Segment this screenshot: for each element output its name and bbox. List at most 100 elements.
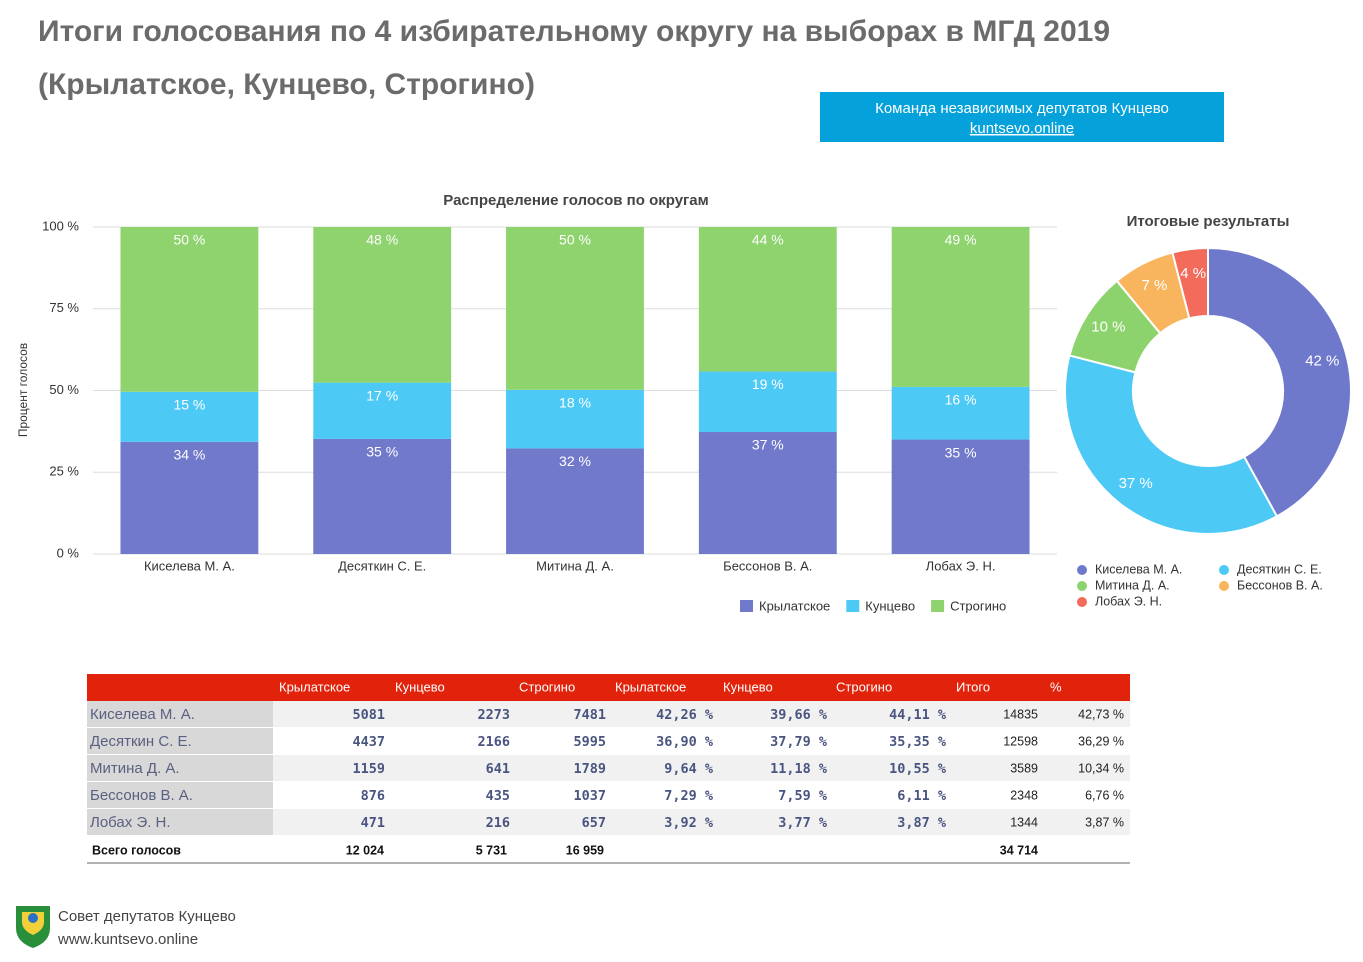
data-label: 17 %	[366, 387, 398, 403]
cell: 14835	[1003, 707, 1038, 721]
bar-segment	[698, 371, 837, 433]
donut-slice	[1207, 246, 1352, 518]
legend-swatch	[1219, 565, 1229, 575]
legend-swatch	[1077, 597, 1087, 607]
cell: 2166	[477, 734, 510, 750]
bar-segment	[891, 227, 1030, 387]
data-label: 50 %	[559, 232, 591, 248]
data-label: 4 %	[1180, 265, 1206, 282]
name-cell	[87, 701, 273, 727]
bar-segment	[506, 227, 644, 390]
cell: 7,59 %	[778, 788, 828, 804]
cell: 471	[361, 815, 385, 831]
banner-text: Команда независимых депутатов Кунцево	[875, 100, 1169, 117]
cell: 10,34 %	[1078, 761, 1124, 775]
cell: 876	[361, 788, 385, 804]
banner	[820, 92, 1224, 142]
table-header	[87, 674, 1130, 701]
y-tick-label: 100 %	[42, 218, 79, 233]
data-label: 34 %	[173, 447, 205, 463]
legend-label: Митина Д. А.	[1095, 578, 1170, 592]
y-tick-label: 50 %	[49, 382, 79, 397]
chart-title: Распределение голосов по округам	[443, 192, 708, 209]
banner-link[interactable]: kuntsevo.online	[970, 120, 1074, 137]
cell: 216	[486, 815, 510, 831]
legend-swatch	[931, 600, 945, 612]
cell: 5995	[573, 734, 606, 750]
cell: 37,79 %	[770, 734, 828, 750]
cell: 6,11 %	[897, 788, 947, 804]
bar-segment	[120, 441, 259, 554]
data-label: 32 %	[559, 453, 591, 469]
row-name: Киселева М. А.	[90, 706, 195, 723]
data-label: 37 %	[752, 437, 784, 453]
total-cell: 12 024	[346, 843, 384, 857]
legend-swatch	[1077, 565, 1087, 575]
data-label: 35 %	[366, 444, 398, 460]
y-tick-label: 25 %	[49, 464, 79, 479]
legend-label: Бессонов В. А.	[1237, 578, 1323, 592]
page-subtitle: (Крылатское, Кунцево, Строгино)	[38, 68, 535, 101]
row-name: Десяткин С. Е.	[90, 733, 192, 750]
cell: 5081	[352, 707, 385, 723]
data-label: 48 %	[366, 232, 398, 248]
total-label: Всего голосов	[92, 843, 181, 857]
column-header: Итого	[956, 679, 990, 694]
name-cell	[87, 782, 273, 808]
bar-segment	[313, 438, 452, 554]
data-label: 15 %	[173, 397, 205, 413]
logo	[16, 906, 50, 948]
name-cell	[87, 728, 273, 754]
row-bg	[273, 755, 1130, 781]
cell: 641	[486, 761, 510, 777]
total-cell: 5 731	[476, 843, 507, 857]
y-tick-label: 0 %	[57, 545, 80, 560]
bar-segment	[506, 448, 644, 554]
legend-label: Кунцево	[865, 598, 915, 613]
column-header: Строгино	[836, 679, 892, 694]
cell: 1037	[573, 788, 606, 804]
bar-segment	[120, 227, 259, 392]
chart-title: Итоговые результаты	[1127, 213, 1290, 230]
cell: 2348	[1010, 788, 1038, 802]
cell: 6,76 %	[1085, 788, 1124, 802]
bar-segment	[891, 439, 1030, 554]
bar-segment	[313, 382, 452, 439]
data-label: 16 %	[945, 392, 977, 408]
data-label: 19 %	[752, 376, 784, 392]
cell: 3,87 %	[1085, 815, 1124, 829]
row-bg	[273, 782, 1130, 808]
legend-swatch	[1219, 581, 1229, 591]
legend-label: Десяткин С. Е.	[1237, 562, 1322, 576]
data-label: 35 %	[945, 444, 977, 460]
column-header: Крылатское	[615, 679, 686, 694]
total-cell: 16 959	[566, 843, 604, 857]
row-bg	[273, 701, 1130, 727]
y-axis-label: Процент голосов	[16, 343, 30, 437]
legend-swatch	[1077, 581, 1087, 591]
cell: 10,55 %	[889, 761, 947, 777]
cell: 35,35 %	[889, 734, 947, 750]
cell: 7481	[573, 707, 606, 723]
x-tick-label: Лобах Э. Н.	[926, 558, 996, 573]
legend-label: Строгино	[950, 598, 1006, 613]
x-tick-label: Десяткин С. Е.	[338, 558, 426, 573]
cell: 3,92 %	[664, 815, 714, 831]
cell: 2273	[477, 707, 510, 723]
cell: 44,11 %	[889, 707, 947, 723]
legend-label: Киселева М. А.	[1095, 562, 1182, 576]
column-header: Кунцево	[395, 679, 445, 694]
donut-slice	[1171, 246, 1209, 320]
data-label: 10 %	[1091, 319, 1125, 336]
cell: 36,29 %	[1078, 734, 1124, 748]
name-cell	[87, 755, 273, 781]
cell: 36,90 %	[656, 734, 714, 750]
data-label: 18 %	[559, 395, 591, 411]
data-label: 42 %	[1305, 353, 1339, 370]
column-header: %	[1050, 679, 1062, 694]
cell: 42,26 %	[656, 707, 714, 723]
page-title: Итоги голосования по 4 избирательному ок…	[38, 15, 1110, 48]
bar-segment	[506, 389, 644, 449]
footer-site: www.kuntsevo.online	[57, 931, 198, 948]
